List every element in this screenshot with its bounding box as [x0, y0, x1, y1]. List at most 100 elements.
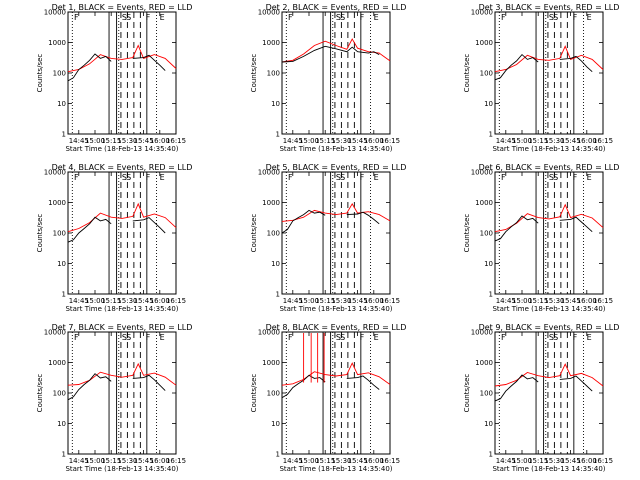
y-tick-label: 10 [484, 100, 493, 108]
y-tick-label: 100 [480, 70, 493, 78]
series-events-segment2 [559, 55, 593, 73]
x-tick-label: 15:30 [544, 457, 564, 465]
marker-letter: F [360, 173, 365, 182]
x-tick-label: 16:00 [577, 457, 597, 465]
y-tick-label: 1000 [475, 359, 493, 367]
x-tick-label: 16:00 [150, 137, 170, 145]
x-tick-label: 16:15 [166, 137, 186, 145]
marker-letter: S [126, 173, 131, 182]
y-tick-label: 1 [276, 291, 280, 299]
panel-title: Det 8, BLACK = Events, RED = LLD [266, 323, 407, 332]
plot-frame [494, 331, 604, 455]
x-tick-label: 14:45 [496, 297, 516, 305]
y-axis-label: Counts/sec [36, 214, 44, 253]
marker-letter: E [160, 333, 165, 342]
marker-letter: F [573, 173, 578, 182]
x-tick-label: 16:00 [577, 297, 597, 305]
x-axis-label: Start Time (18-Feb-13 14:35:40) [65, 305, 178, 313]
marker-letter: F [146, 173, 151, 182]
series-lld [281, 38, 391, 63]
series-lld [67, 202, 177, 233]
x-axis-label: Start Time (18-Feb-13 14:35:40) [492, 145, 605, 153]
x-tick-label: 15:30 [117, 457, 137, 465]
y-tick-label: 1000 [475, 39, 493, 47]
y-tick-label: 10 [484, 420, 493, 428]
x-tick-label: 15:45 [134, 297, 154, 305]
y-tick-label: 10 [57, 420, 66, 428]
marker-letter: E [374, 173, 379, 182]
series-events-segment2 [132, 217, 166, 234]
panel-title: Det 3, BLACK = Events, RED = LLD [479, 3, 620, 12]
x-tick-label: 15:45 [134, 457, 154, 465]
x-tick-label: 16:00 [364, 457, 384, 465]
x-tick-label: 15:00 [512, 137, 532, 145]
y-tick-label: 1000 [48, 359, 66, 367]
y-tick-label: 1 [62, 131, 66, 139]
panel-4: Det 4, BLACK = Events, RED = LLD 1 10 100 10… [36, 163, 192, 313]
y-tick-label: 1 [276, 131, 280, 139]
marker-letter: F [288, 13, 293, 22]
x-tick-label: 16:00 [364, 297, 384, 305]
x-axis-label: Start Time (18-Feb-13 14:35:40) [492, 465, 605, 473]
marker-letter: S [340, 173, 345, 182]
x-tick-label: 15:00 [299, 137, 319, 145]
series-lld [281, 362, 391, 386]
y-tick-label: 10 [271, 260, 280, 268]
series-lld [494, 363, 604, 387]
y-tick-label: 1000 [48, 39, 66, 47]
plot-frame [67, 171, 177, 295]
x-tick-label: 16:00 [150, 457, 170, 465]
x-tick-label: 16:15 [380, 457, 400, 465]
x-tick-label: 16:15 [593, 137, 613, 145]
marker-letter: S [340, 333, 345, 342]
x-tick-label: 15:15 [101, 137, 121, 145]
x-tick-label: 14:45 [69, 137, 89, 145]
y-tick-label: 100 [53, 70, 66, 78]
series-events-segment2 [132, 374, 166, 391]
x-axis-label: Start Time (18-Feb-13 14:35:40) [65, 145, 178, 153]
x-tick-label: 16:15 [166, 457, 186, 465]
x-tick-label: 16:00 [150, 297, 170, 305]
marker-letter: F [501, 333, 506, 342]
panel-title: Det 6, BLACK = Events, RED = LLD [479, 163, 620, 172]
x-tick-label: 16:15 [593, 457, 613, 465]
x-tick-label: 15:45 [561, 137, 581, 145]
marker-letter: E [160, 13, 165, 22]
marker-letter: F [501, 13, 506, 22]
y-axis-label: Counts/sec [463, 214, 471, 253]
series-events [67, 53, 112, 82]
x-tick-label: 16:15 [380, 297, 400, 305]
y-tick-label: 10 [57, 260, 66, 268]
x-tick-label: 15:15 [315, 297, 335, 305]
plot-frame [281, 171, 391, 295]
series-events-segment2 [559, 216, 593, 233]
panel-3: Det 3, BLACK = Events, RED = LLD 1 10 100 10… [463, 3, 619, 153]
y-tick-label: 100 [480, 230, 493, 238]
y-tick-label: 1000 [262, 39, 280, 47]
series-events-segment2 [559, 375, 593, 392]
series-lld [67, 362, 177, 386]
series-events [494, 215, 539, 242]
marker-letter: S [549, 13, 554, 22]
x-axis-label: Start Time (18-Feb-13 14:35:40) [279, 465, 392, 473]
panel-5: Det 5, BLACK = Events, RED = LLD 1 10 100 10… [250, 163, 406, 313]
x-tick-label: 15:00 [85, 297, 105, 305]
y-tick-label: 10000 [258, 9, 280, 17]
series-lld [494, 45, 604, 73]
marker-letter: F [573, 333, 578, 342]
y-tick-label: 10000 [471, 9, 493, 17]
y-tick-label: 1 [489, 131, 493, 139]
x-tick-label: 16:15 [593, 297, 613, 305]
marker-letter: E [587, 13, 592, 22]
plot-frame [494, 171, 604, 295]
y-tick-label: 100 [267, 230, 280, 238]
panel-title: Det 1, BLACK = Events, RED = LLD [52, 3, 193, 12]
series-events [67, 216, 112, 243]
x-axis-label: Start Time (18-Feb-13 14:35:40) [65, 465, 178, 473]
panel-title: Det 5, BLACK = Events, RED = LLD [266, 163, 407, 172]
x-tick-label: 16:00 [364, 137, 384, 145]
x-tick-label: 15:45 [134, 137, 154, 145]
marker-letter: F [360, 333, 365, 342]
plot-frame [67, 331, 177, 455]
y-axis-label: Counts/sec [250, 374, 258, 413]
